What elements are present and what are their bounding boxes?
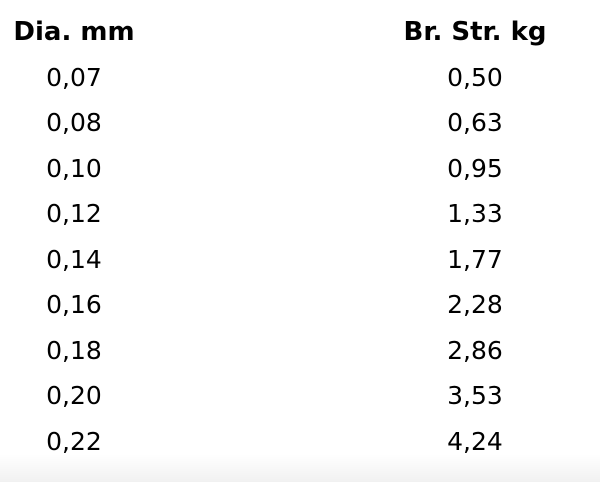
breaking-strength-value: 4,24	[447, 426, 503, 456]
table-header-row: Dia. mm Br. Str. kg	[0, 9, 600, 55]
table-row: 0,07 0,50	[0, 55, 600, 101]
dia-value: 0,07	[46, 62, 102, 92]
table-row: 0,22 4,24	[0, 419, 600, 465]
breaking-strength-value: 1,33	[447, 199, 503, 229]
table-row: 0,08 0,63	[0, 100, 600, 146]
breaking-strength-value: 1,77	[447, 244, 503, 274]
dia-value: 0,14	[46, 244, 102, 274]
breaking-strength-value: 0,63	[447, 108, 503, 138]
table-row: 0,10 0,95	[0, 146, 600, 192]
table-row: 0,12 1,33	[0, 191, 600, 237]
dia-value: 0,08	[46, 108, 102, 138]
table-row: 0,18 2,86	[0, 328, 600, 374]
dia-value: 0,10	[46, 153, 102, 183]
dia-value: 0,22	[46, 426, 102, 456]
breaking-strength-value: 3,53	[447, 381, 503, 411]
dia-value: 0,18	[46, 335, 102, 365]
breaking-strength-column-header: Br. Str. kg	[403, 16, 547, 47]
table-row: 0,20 3,53	[0, 373, 600, 419]
dia-column-header: Dia. mm	[13, 16, 135, 47]
line-strength-table: Dia. mm Br. Str. kg 0,07 0,50 0,08 0,63 …	[0, 9, 600, 465]
table-row: 0,14 1,77	[0, 237, 600, 283]
dia-value: 0,12	[46, 199, 102, 229]
table-row: 0,16 2,28	[0, 282, 600, 328]
breaking-strength-value: 0,95	[447, 153, 503, 183]
breaking-strength-value: 2,28	[447, 290, 503, 320]
breaking-strength-value: 0,50	[447, 62, 503, 92]
breaking-strength-value: 2,86	[447, 335, 503, 365]
dia-value: 0,16	[46, 290, 102, 320]
dia-value: 0,20	[46, 381, 102, 411]
